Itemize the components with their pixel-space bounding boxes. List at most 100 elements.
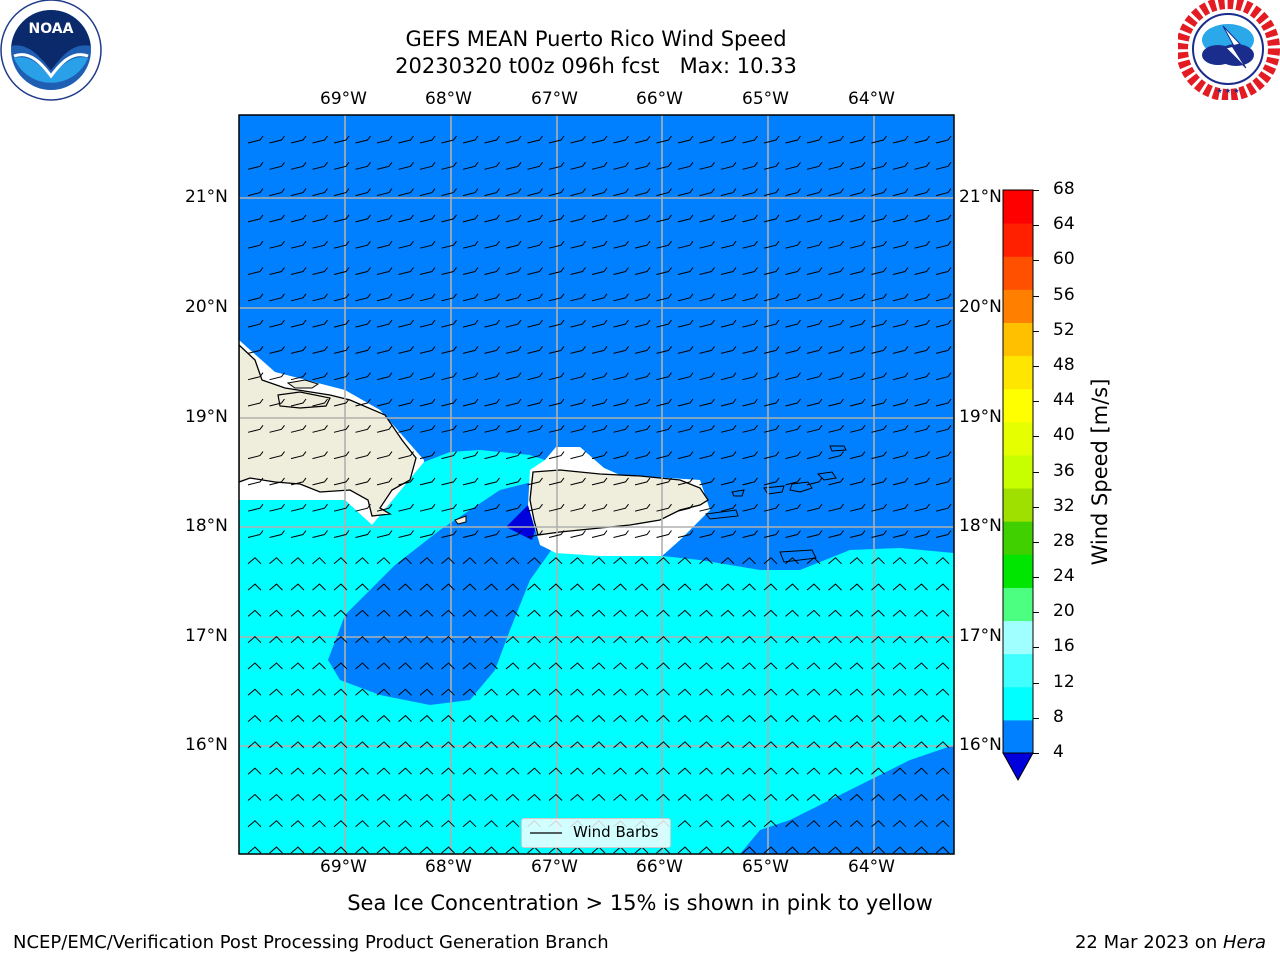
wind-barb (849, 793, 864, 801)
wind-barb (828, 793, 842, 801)
wind-barb (699, 557, 713, 565)
land-st-croix (779, 549, 817, 563)
wind-barb (548, 162, 565, 170)
wind-barb (806, 741, 821, 749)
wind-barb (742, 214, 758, 223)
wind-barb (892, 477, 909, 486)
wind-barb (742, 135, 758, 144)
wind-barb (247, 188, 264, 197)
wind-barb (441, 688, 455, 696)
wind-barb (527, 688, 541, 696)
wind-barb (269, 319, 285, 328)
wind-barb (333, 583, 348, 591)
wind-barb (935, 477, 952, 486)
wind-barb (505, 319, 522, 328)
wind-barb (247, 293, 264, 302)
wind-barb (634, 135, 651, 144)
wind-barb (656, 557, 670, 565)
wind-barb (484, 583, 498, 591)
wind-barb (527, 609, 541, 617)
lat-label-left-16n: 16°N (185, 735, 228, 755)
wind-barb (419, 530, 436, 538)
wind-barb (570, 767, 584, 775)
wind-barb (398, 267, 414, 275)
wind-barb (247, 609, 262, 617)
wind-barb (677, 741, 692, 749)
wind-barb (591, 267, 608, 275)
wind-barb (376, 662, 391, 670)
wind-barb (763, 557, 778, 565)
wind-barb (634, 214, 651, 223)
wind-barb (914, 609, 928, 617)
colorbar-segment (1003, 421, 1033, 456)
wind-barb (484, 846, 498, 854)
wind-barb (398, 425, 414, 433)
wind-barb (398, 688, 412, 696)
wind-barb (591, 477, 608, 486)
wind-barb (742, 162, 758, 170)
wind-barb (699, 846, 713, 854)
wind-barb (527, 267, 543, 275)
wind-barb (355, 346, 371, 354)
wind-barb (484, 767, 498, 775)
wind-barb (398, 293, 414, 302)
colorbar-tick-mark (1033, 541, 1039, 543)
wind-barb (355, 240, 371, 249)
wind-barb (656, 267, 672, 275)
wind-barb (269, 557, 283, 565)
wind-barb (591, 451, 608, 460)
wind-barb (871, 267, 887, 275)
wind-barb (720, 609, 735, 617)
wind-barb (742, 451, 758, 460)
wind-barb (484, 372, 500, 381)
wind-barb (527, 662, 541, 670)
wind-barb (871, 293, 887, 302)
wind-barb (484, 451, 500, 460)
wind-barb (333, 714, 348, 722)
wind-barb (849, 398, 866, 407)
wind-barb (441, 662, 455, 670)
wind-barb (570, 530, 586, 538)
wind-barb (527, 477, 543, 486)
wind-barb (441, 503, 457, 512)
wind-barb (441, 636, 455, 644)
wind-barb (849, 636, 864, 644)
wind-barb (871, 767, 885, 775)
wind-barb (355, 530, 371, 538)
wind-barb (806, 557, 821, 565)
wind-barb (247, 557, 262, 565)
wind-barb (484, 662, 498, 670)
wind-barb (871, 425, 887, 433)
wind-barb (634, 767, 649, 775)
wind-barb (806, 688, 821, 696)
wind-barb (720, 188, 737, 197)
wind-barb (376, 503, 393, 512)
wind-barb (634, 793, 649, 801)
wind-barb (806, 503, 823, 512)
wind-barb (269, 162, 285, 170)
wind-barb (613, 557, 627, 565)
wind-barb (376, 793, 391, 801)
wind-barb (806, 319, 823, 328)
map-legend-label: Wind Barbs (573, 823, 659, 841)
wind-barb (462, 267, 479, 275)
map-subtitle: 20230320 t00z 096h fcst Max: 10.33 (395, 54, 797, 78)
wind-barb (441, 530, 457, 538)
wind-barb (398, 451, 414, 460)
lon-label-top-64w: 64°W (848, 89, 895, 109)
wind-barb (570, 503, 586, 512)
wind-barb (548, 503, 565, 512)
wind-barb (591, 372, 608, 381)
wind-barb (806, 714, 821, 722)
wind-barb (505, 398, 522, 407)
lat-label-right-21n: 21°N (959, 187, 1002, 207)
wind-barb (806, 609, 821, 617)
wind-barb (269, 636, 283, 644)
wind-barb (634, 346, 651, 354)
wind-barb (914, 583, 928, 591)
wind-barb (441, 346, 457, 354)
wind-barb (892, 530, 909, 538)
colorbar-segment (1003, 719, 1033, 754)
wind-barb (613, 214, 629, 223)
wind-barb (828, 398, 844, 407)
